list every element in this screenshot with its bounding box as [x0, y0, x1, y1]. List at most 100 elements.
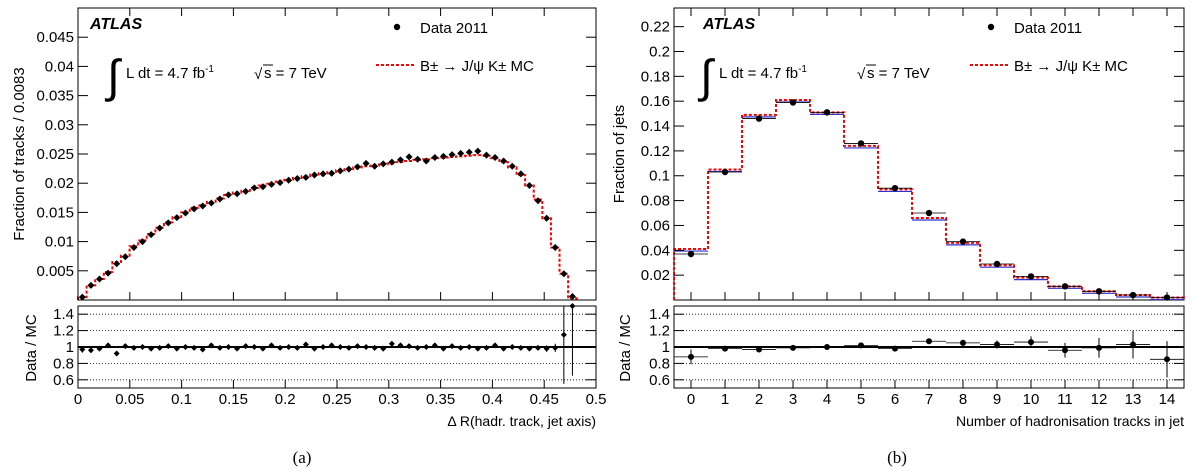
data-point — [551, 243, 559, 251]
ratio-point — [363, 344, 370, 350]
ratio-point — [156, 344, 163, 351]
mc-histogram — [77, 154, 578, 300]
data-point — [1061, 283, 1069, 290]
data-point — [993, 260, 1001, 268]
x-tick-label: 0.1 — [171, 391, 192, 408]
ratio-point — [722, 345, 728, 352]
data-point — [130, 243, 138, 251]
data-point — [259, 183, 267, 191]
ratio-point — [892, 345, 898, 352]
x-tick-label: 5 — [857, 391, 865, 408]
data-point — [336, 167, 344, 175]
data-point — [156, 224, 164, 232]
sqrt-symbol-a: √ — [254, 66, 263, 83]
data-point — [362, 159, 370, 167]
ratio-point — [1130, 341, 1136, 348]
x-tick-label: 0 — [74, 391, 82, 408]
x-tick-label: 0.35 — [426, 391, 455, 408]
y-tick-label: 0.12 — [641, 143, 670, 160]
data-point — [789, 99, 797, 106]
y-tick-label: 0.2 — [649, 43, 670, 60]
data-point — [560, 270, 568, 278]
ratio-y-tick-label: 1.2 — [53, 323, 74, 340]
ratio-point — [96, 345, 103, 352]
ratio-point — [294, 344, 301, 351]
x-axis-title-b: Number of hadronisation tracks in jet — [956, 413, 1184, 429]
ratio-point — [388, 340, 395, 347]
ratio-point — [543, 345, 550, 352]
data-point — [388, 158, 396, 166]
ratio-point — [122, 343, 129, 350]
atlas-label-b: ATLAS — [702, 16, 755, 33]
y-tick-label: 0.16 — [641, 93, 670, 110]
ratio-point — [500, 345, 507, 352]
y-tick-label: 0.08 — [641, 193, 670, 210]
ratio-point — [216, 344, 223, 351]
atlas-label-a: ATLAS — [89, 16, 142, 33]
x-tick-label: 0.15 — [219, 391, 248, 408]
ratio-point — [302, 341, 309, 348]
data-point — [328, 169, 336, 177]
ratio-point — [354, 343, 361, 350]
x-tick-label: 6 — [891, 391, 899, 408]
data-point — [345, 165, 353, 173]
y-tick-label: 0.04 — [45, 58, 74, 75]
data-point — [431, 154, 439, 162]
data-point — [474, 147, 482, 155]
ratio-point — [345, 344, 352, 351]
data-point — [173, 214, 181, 222]
data-point — [293, 175, 301, 183]
x-tick-label: 8 — [959, 391, 967, 408]
y-tick-label: 0.06 — [641, 217, 670, 234]
legend-data-marker-b — [987, 23, 995, 31]
x-tick-label: 0.05 — [115, 391, 144, 408]
data-point — [181, 209, 189, 217]
data-point — [95, 275, 103, 283]
data-point — [396, 156, 404, 164]
main-frame-a — [77, 7, 597, 301]
ratio-point — [87, 347, 94, 354]
integral-symbol-a: ∫ — [104, 50, 122, 102]
y-tick-label: 0.18 — [641, 68, 670, 85]
data-point — [353, 163, 361, 171]
ratio-point — [414, 344, 421, 351]
data-point — [138, 238, 146, 246]
ratio-y-axis-title-b: Data / MC — [617, 314, 634, 382]
x-tick-label: 11 — [1057, 391, 1073, 408]
y-tick-label: 0.015 — [36, 204, 74, 221]
data-point — [207, 199, 215, 207]
x-tick-label: 0.25 — [322, 391, 351, 408]
ratio-point — [380, 345, 387, 352]
data-point — [285, 176, 293, 184]
x-tick-label: 2 — [755, 391, 763, 408]
data-point — [755, 115, 763, 122]
data-point — [267, 180, 275, 188]
mc-band-line — [674, 101, 1184, 301]
ratio-point — [824, 344, 830, 350]
legend-data-marker-a — [393, 23, 401, 31]
data-point — [543, 214, 551, 222]
ratio-y-tick-label: 1 — [66, 339, 74, 356]
y-tick-label: 0.04 — [641, 242, 670, 259]
ratio-point — [1062, 347, 1068, 354]
x-axis-title-a: Δ R(hadr. track, jet axis) — [447, 413, 596, 429]
ratio-point — [225, 344, 232, 350]
ratio-point — [285, 344, 292, 350]
ratio-point — [148, 345, 155, 352]
ratio-point — [277, 344, 284, 351]
data-point — [319, 170, 327, 178]
ratio-point — [535, 344, 542, 351]
data-point — [687, 250, 695, 258]
ratio-point — [208, 342, 215, 349]
x-tick-label: 14 — [1159, 391, 1176, 408]
ratio-point — [466, 344, 473, 350]
legend-mc-label-b: B± → J/ψ K± MC — [1014, 58, 1128, 75]
ratio-point — [259, 345, 266, 352]
ratio-point — [165, 343, 172, 350]
data-point — [465, 148, 473, 156]
ratio-y-tick-label: 1.4 — [649, 306, 670, 323]
y-tick-label: 0.03 — [45, 117, 74, 134]
y-tick-label: 0.22 — [641, 19, 670, 36]
ratio-y-tick-label: 0.6 — [649, 372, 670, 389]
